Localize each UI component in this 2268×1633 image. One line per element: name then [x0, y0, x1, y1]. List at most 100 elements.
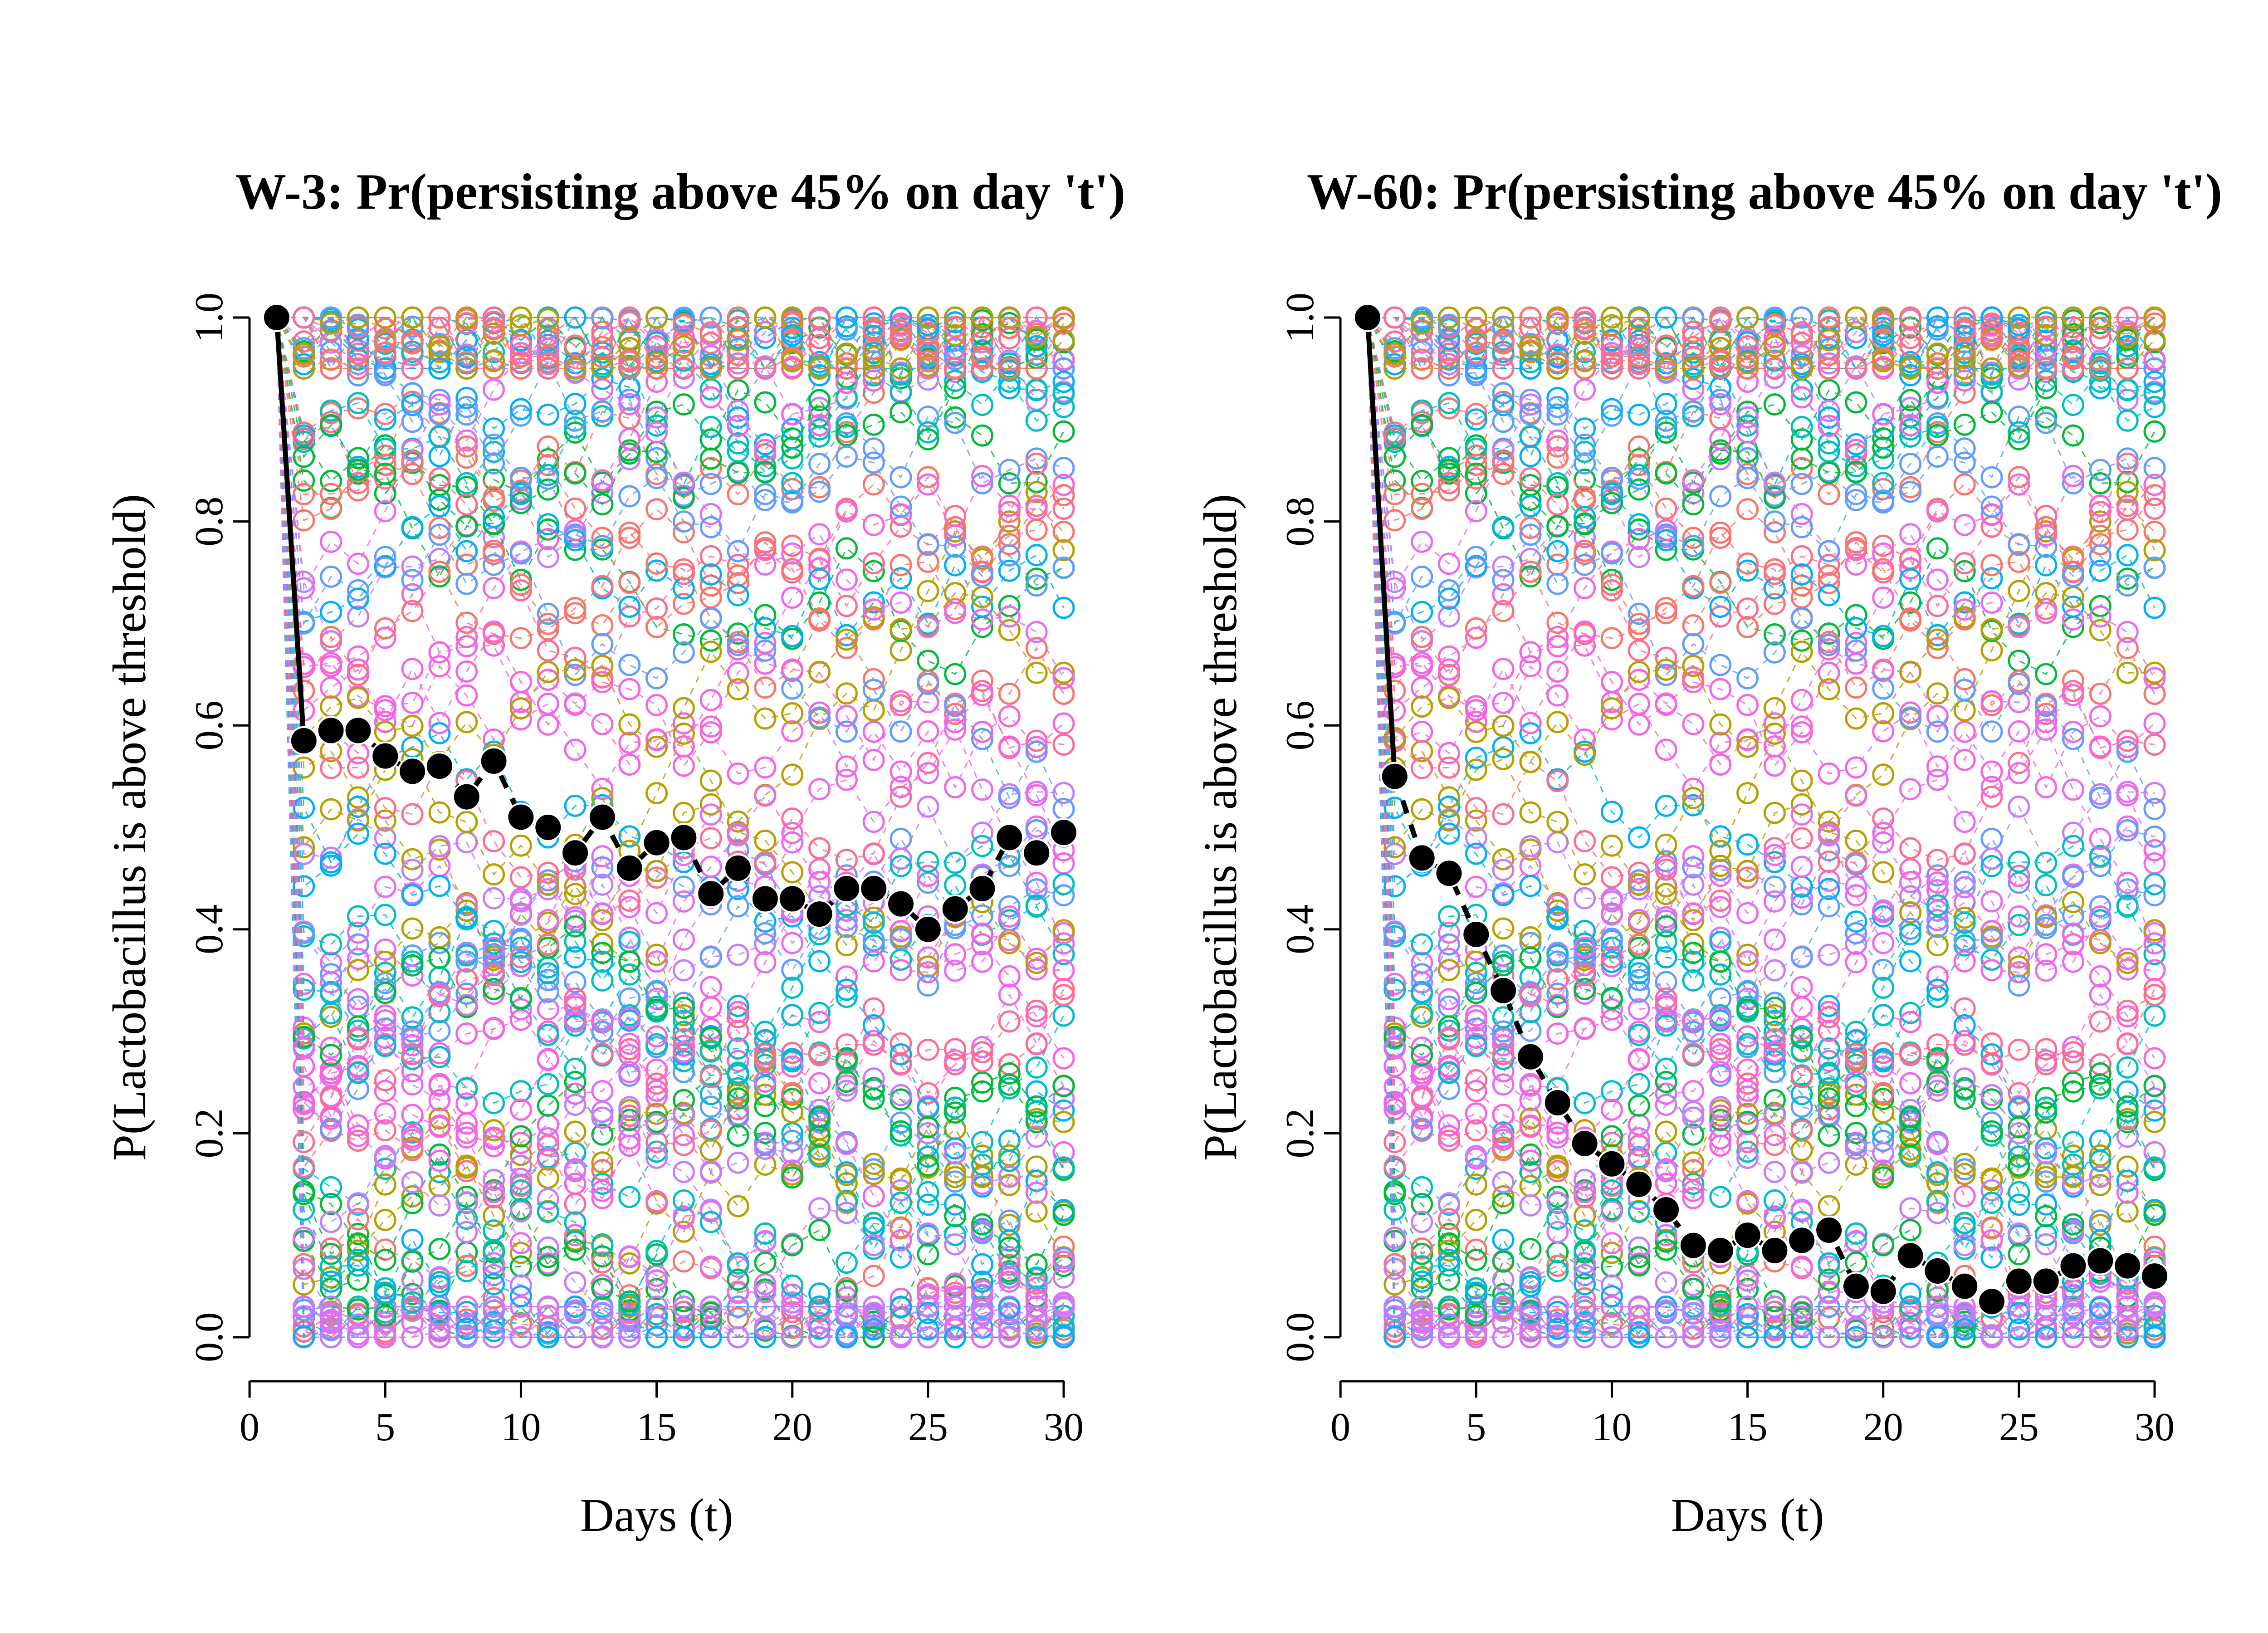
trajectory-point: [672, 928, 695, 951]
trajectory-point: [564, 409, 587, 432]
trajectory-point: [781, 1088, 804, 1110]
trajectory-point: [537, 513, 559, 536]
trajectory-point: [591, 1277, 614, 1300]
trajectory-point: [808, 1326, 831, 1349]
trajectory-point: [509, 987, 532, 1009]
trajectory-point: [537, 435, 559, 458]
trajectory-point: [537, 1049, 559, 1071]
trajectory-point: [591, 633, 614, 655]
trajectory-point: [781, 1129, 804, 1152]
trajectory-point: [835, 1033, 858, 1056]
trajectory-point: [727, 316, 749, 338]
trajectory-point: [428, 489, 451, 511]
trajectory-point: [347, 1028, 369, 1051]
trajectory-point: [1052, 733, 1075, 756]
trajectory-point: [835, 705, 858, 727]
summary-point: [940, 894, 970, 924]
trajectory-point: [455, 1254, 478, 1277]
trajectory-point: [727, 1326, 749, 1349]
trajectory-point: [781, 447, 804, 470]
trajectory-point: [645, 1033, 668, 1056]
trajectory-point: [917, 350, 939, 372]
trajectory-point: [808, 591, 831, 614]
trajectory-point: [509, 1179, 532, 1202]
trajectory-point: [672, 1028, 695, 1051]
trajectory-point: [293, 1180, 315, 1203]
trajectory-point: [320, 1211, 342, 1233]
trajectory-point: [971, 1071, 993, 1094]
trajectory-point: [1025, 481, 1048, 504]
trajectory-point: [645, 1058, 668, 1081]
trajectory-point: [591, 1187, 614, 1209]
trajectory-point: [672, 1089, 695, 1111]
trajectory-point: [727, 432, 749, 455]
trajectory-point: [564, 987, 587, 1010]
trajectory-point: [699, 1255, 722, 1278]
trajectory-point: [645, 352, 668, 374]
trajectory-point: [1052, 932, 1075, 955]
trajectory-point: [483, 1092, 505, 1115]
trajectory-point: [727, 406, 749, 429]
trajectory-point: [727, 1281, 749, 1304]
trajectory-point: [699, 332, 722, 354]
trajectory-point: [1025, 784, 1048, 807]
trajectory-point: [917, 616, 939, 638]
summary-point: [587, 802, 617, 832]
trajectory-point: [401, 600, 424, 622]
trajectory-point: [455, 1221, 478, 1243]
trajectory-point: [781, 403, 804, 426]
trajectory-point: [455, 1077, 478, 1100]
y-axis: 0.00.20.40.60.81.0P(Lactobacillus is abo…: [103, 293, 251, 1362]
trajectory-line: [276, 317, 1064, 1339]
trajectory-point: [347, 809, 369, 832]
trajectory-point: [862, 720, 885, 743]
trajectory-point: [890, 1111, 912, 1134]
trajectory-point: [727, 553, 749, 576]
trajectory-point: [401, 394, 424, 416]
trajectory-point: [781, 586, 804, 609]
trajectory-point: [455, 540, 478, 562]
trajectory-line: [276, 317, 1065, 694]
trajectory-point: [564, 1071, 587, 1093]
trajectory-point: [835, 768, 858, 791]
trajectory-point: [781, 958, 804, 981]
trajectory-point: [754, 1122, 777, 1144]
trajectory-point: [509, 866, 532, 889]
trajectory-point: [917, 306, 939, 329]
trajectory-point: [428, 1089, 451, 1112]
trajectory-point: [374, 1017, 396, 1040]
trajectory-point: [618, 963, 641, 986]
trajectory-point: [1025, 999, 1048, 1022]
trajectory-point: [944, 1142, 967, 1164]
trajectory-point: [862, 997, 885, 1020]
trajectory-point: [645, 667, 668, 689]
trajectory-point: [537, 357, 559, 380]
trajectory-point: [374, 1069, 396, 1091]
trajectory-point: [428, 1073, 451, 1095]
trajectory-point: [483, 440, 505, 463]
summary-point: [995, 823, 1024, 852]
trajectory-point: [374, 695, 396, 718]
trajectory-point: [998, 472, 1021, 494]
trajectory-point: [971, 472, 993, 494]
y-tick-label: 0.0: [187, 1312, 231, 1362]
trajectory-point: [428, 560, 451, 583]
trajectory-point: [1052, 484, 1075, 507]
trajectory-point: [754, 461, 777, 484]
trajectory-point: [293, 836, 315, 859]
trajectory-point: [727, 352, 749, 375]
trajectory-point: [509, 329, 532, 352]
trajectory-point: [808, 568, 831, 591]
trajectory-point: [1052, 357, 1075, 380]
trajectory-point: [1025, 1181, 1048, 1204]
trajectory-point: [618, 393, 641, 416]
trajectory-point: [998, 605, 1021, 628]
trajectory-point: [428, 985, 451, 1007]
trajectory-point: [401, 1283, 424, 1305]
trajectory-point: [998, 1165, 1021, 1188]
trajectory-point: [455, 396, 478, 418]
trajectory-point: [1025, 661, 1048, 684]
trajectory-point: [618, 1038, 641, 1061]
trajectory-point: [917, 762, 939, 784]
trajectory-point: [455, 1301, 478, 1323]
